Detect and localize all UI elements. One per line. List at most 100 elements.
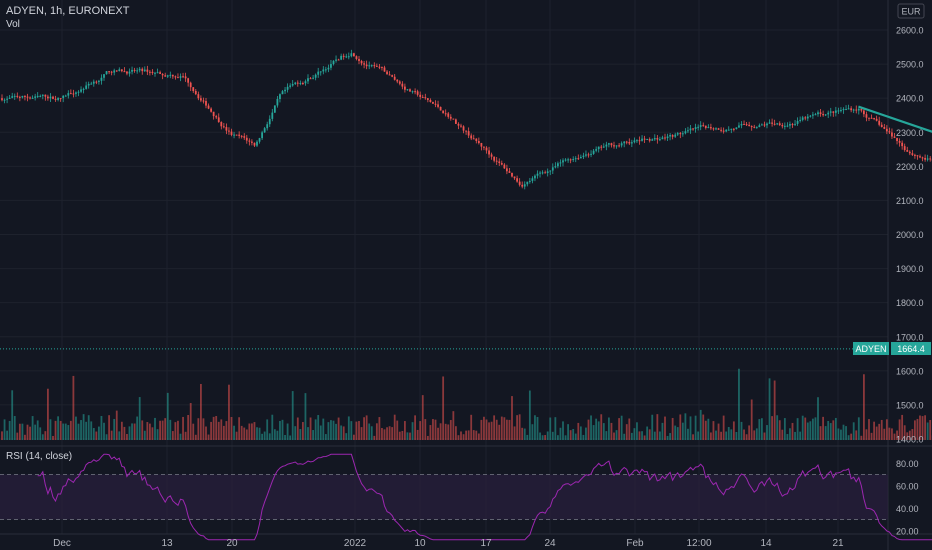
candle-body xyxy=(518,181,521,185)
volume-bar xyxy=(426,435,429,440)
symbol-title[interactable]: ADYEN, 1h, EURONEXT xyxy=(6,5,130,17)
candle-body xyxy=(618,145,620,147)
volume-bar xyxy=(628,418,631,440)
volume-bar xyxy=(421,395,424,440)
volume-bar xyxy=(526,434,529,440)
volume-bar xyxy=(77,423,80,440)
candle-body xyxy=(189,82,192,88)
candle-body xyxy=(710,127,712,129)
volume-bar xyxy=(386,427,388,440)
candle-body xyxy=(34,96,37,98)
volume-bar xyxy=(304,393,307,440)
volume-bar xyxy=(171,431,174,440)
volume-bar xyxy=(794,431,796,440)
volume-bar xyxy=(582,434,585,440)
candle-body xyxy=(85,85,88,89)
volume-bars xyxy=(1,368,932,440)
candle-body xyxy=(633,140,636,143)
volume-bar xyxy=(539,432,541,440)
volume-bar xyxy=(44,431,47,440)
volume-bar xyxy=(528,390,531,440)
volume-bar xyxy=(317,415,320,440)
candle-body xyxy=(605,144,608,147)
volume-bar xyxy=(212,416,215,440)
volume-bar xyxy=(49,419,52,440)
candle-body xyxy=(41,94,44,96)
candle-body xyxy=(822,114,824,116)
candle-body xyxy=(664,137,666,139)
volume-bar xyxy=(411,422,414,440)
candle-body xyxy=(480,143,483,147)
volume-bar xyxy=(625,424,628,440)
volume-bar xyxy=(82,414,85,440)
volume-bar xyxy=(24,434,26,440)
volume-bar xyxy=(434,419,437,440)
candle-body xyxy=(659,139,661,141)
candle-body xyxy=(3,99,6,101)
volume-bar xyxy=(511,396,513,440)
candle-body xyxy=(761,124,763,126)
volume-bar xyxy=(873,421,875,440)
volume-bar xyxy=(245,429,248,440)
volume-bar xyxy=(279,420,281,440)
candle-body xyxy=(832,111,835,113)
volume-bar xyxy=(138,397,141,440)
candle-body xyxy=(62,95,65,99)
currency-badge[interactable] xyxy=(897,3,925,19)
volume-bar xyxy=(324,434,327,440)
volume-bar xyxy=(322,418,325,440)
candle-body xyxy=(103,74,105,78)
volume-bar xyxy=(783,418,786,440)
candle-body xyxy=(651,139,654,141)
candle-body xyxy=(646,138,649,140)
volume-bar xyxy=(495,419,498,440)
volume-bar xyxy=(29,426,31,440)
candle-body xyxy=(720,129,722,131)
volume-bar xyxy=(6,430,8,440)
volume-bar xyxy=(182,416,184,440)
volume-bar xyxy=(577,422,580,440)
volume-bar xyxy=(271,414,274,440)
volume-bar xyxy=(429,425,432,440)
axes: 2600.0 2500.0 2400.0 2300.0 2200.0 2100.0 2000… xyxy=(53,26,923,550)
candle-body xyxy=(750,126,753,128)
volume-bar xyxy=(146,422,149,440)
volume-bar xyxy=(766,425,768,440)
time-tick-label: 24 xyxy=(544,538,556,549)
candle-body xyxy=(896,137,898,142)
candle-body xyxy=(442,110,445,114)
candle-body xyxy=(128,71,131,74)
candle-body xyxy=(98,80,100,82)
candle-body xyxy=(294,82,297,85)
volume-bar xyxy=(307,427,309,440)
volume-bar xyxy=(715,430,717,440)
candle-body xyxy=(852,109,855,111)
candle-body xyxy=(562,160,564,163)
volume-bar xyxy=(455,426,457,440)
candle-body xyxy=(600,146,603,148)
volume-bar xyxy=(819,426,822,440)
candle-body xyxy=(554,166,557,168)
volume-bar xyxy=(197,418,200,440)
volume-bar xyxy=(613,432,615,440)
time-tick-label: 20 xyxy=(226,538,238,549)
volume-bar xyxy=(108,415,110,440)
candle-body xyxy=(610,143,613,146)
candle-body xyxy=(166,75,169,77)
volume-bar xyxy=(477,433,480,440)
volume-bar xyxy=(151,427,154,440)
rsi-label[interactable]: RSI (14, close) xyxy=(6,451,72,462)
candle-body xyxy=(641,138,643,141)
volume-bar xyxy=(233,425,235,440)
volume-bar xyxy=(738,368,740,440)
volume-label[interactable]: Vol xyxy=(6,19,20,30)
volume-bar xyxy=(268,433,271,440)
candle-body xyxy=(503,164,506,169)
volume-bar xyxy=(605,431,608,440)
candle-body xyxy=(837,110,840,112)
volume-bar xyxy=(564,435,567,440)
candle-body xyxy=(901,142,904,147)
candle-body xyxy=(215,116,218,118)
candle-body xyxy=(409,89,411,92)
